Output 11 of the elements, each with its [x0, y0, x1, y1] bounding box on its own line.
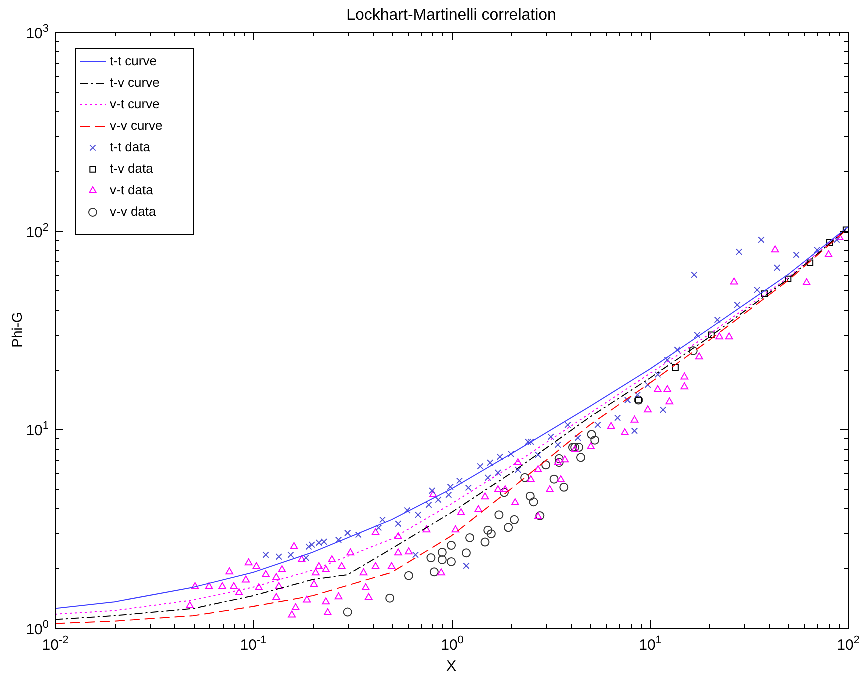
- legend-label: v-v data: [110, 204, 158, 220]
- chart-title: Lockhart-Martinelli correlation: [346, 7, 556, 24]
- legend-label: v-t curve: [110, 96, 160, 112]
- legend-label: v-v curve: [110, 118, 163, 134]
- y-axis-title: Phi-G: [9, 312, 25, 348]
- legend-label: t-v data: [110, 161, 154, 176]
- legend-label: v-t data: [110, 182, 154, 198]
- legend-label: t-t curve: [110, 54, 157, 69]
- x-axis-title: X: [446, 658, 457, 675]
- legend-label: t-t data: [110, 140, 152, 155]
- legend-label: t-v curve: [110, 75, 160, 90]
